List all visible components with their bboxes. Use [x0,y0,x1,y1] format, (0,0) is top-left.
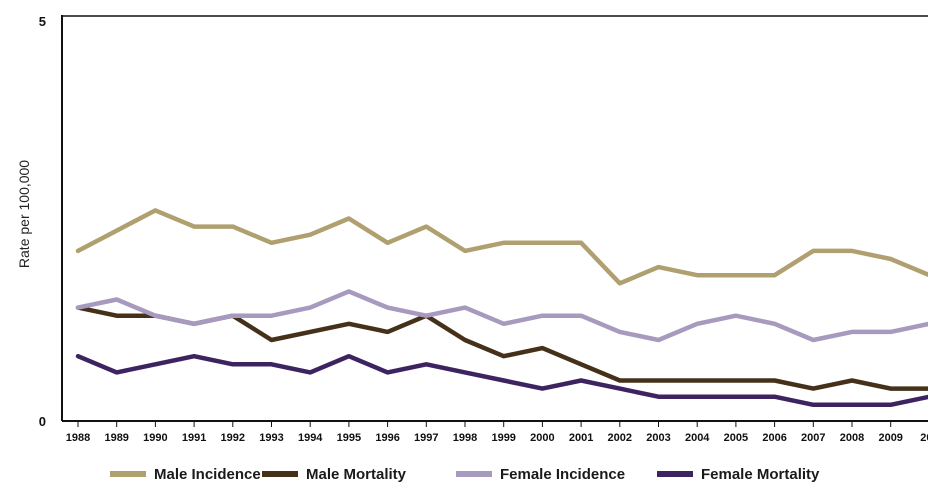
x-tick-group: 1988 1989 1990 1991 1992 1993 1994 1995 1996 1997… [66,421,928,444]
x-tick-label: 2003 [646,432,670,444]
x-tick-label: 1995 [337,432,361,444]
y-tick-label-max: 5 [39,14,46,29]
legend: Male Incidence Male Mortality Female Incid… [110,466,820,483]
x-tick-label: 2005 [724,432,748,444]
x-tick-label: 2004 [685,432,710,444]
y-tick-label-min: 0 [39,414,46,429]
x-tick-label: 1998 [453,432,477,444]
x-tick-label: 2000 [530,432,554,444]
x-tick-label: 2006 [762,432,786,444]
series-line-female-mortality [75,353,928,408]
x-tick-label: 201 [920,432,928,444]
x-tick-label: 1994 [298,432,323,444]
x-tick-label: 2009 [878,432,902,444]
legend-label-male-mortality: Male Mortality [306,466,407,483]
x-tick-label: 1988 [66,432,90,444]
x-tick-label: 1993 [259,432,283,444]
legend-label-female-mortality: Female Mortality [701,466,820,483]
x-tick-label: 1991 [182,432,206,444]
series-line-female-incidence [75,289,928,343]
y-axis-title: Rate per 100,000 [16,160,32,268]
x-tick-label: 1997 [414,432,438,444]
series-line-male-incidence [75,208,928,286]
x-tick-label: 1996 [375,432,399,444]
legend-label-female-incidence: Female Incidence [500,466,625,483]
x-tick-label: 2008 [840,432,864,444]
x-tick-label: 1990 [143,432,167,444]
legend-label-male-incidence: Male Incidence [154,466,261,483]
x-tick-label: 2002 [608,432,632,444]
series-group [75,208,928,408]
x-tick-label: 2001 [569,432,593,444]
x-tick-label: 1999 [491,432,515,444]
x-tick-label: 1989 [104,432,128,444]
x-tick-label: 2007 [801,432,825,444]
x-tick-label: 1992 [221,432,245,444]
